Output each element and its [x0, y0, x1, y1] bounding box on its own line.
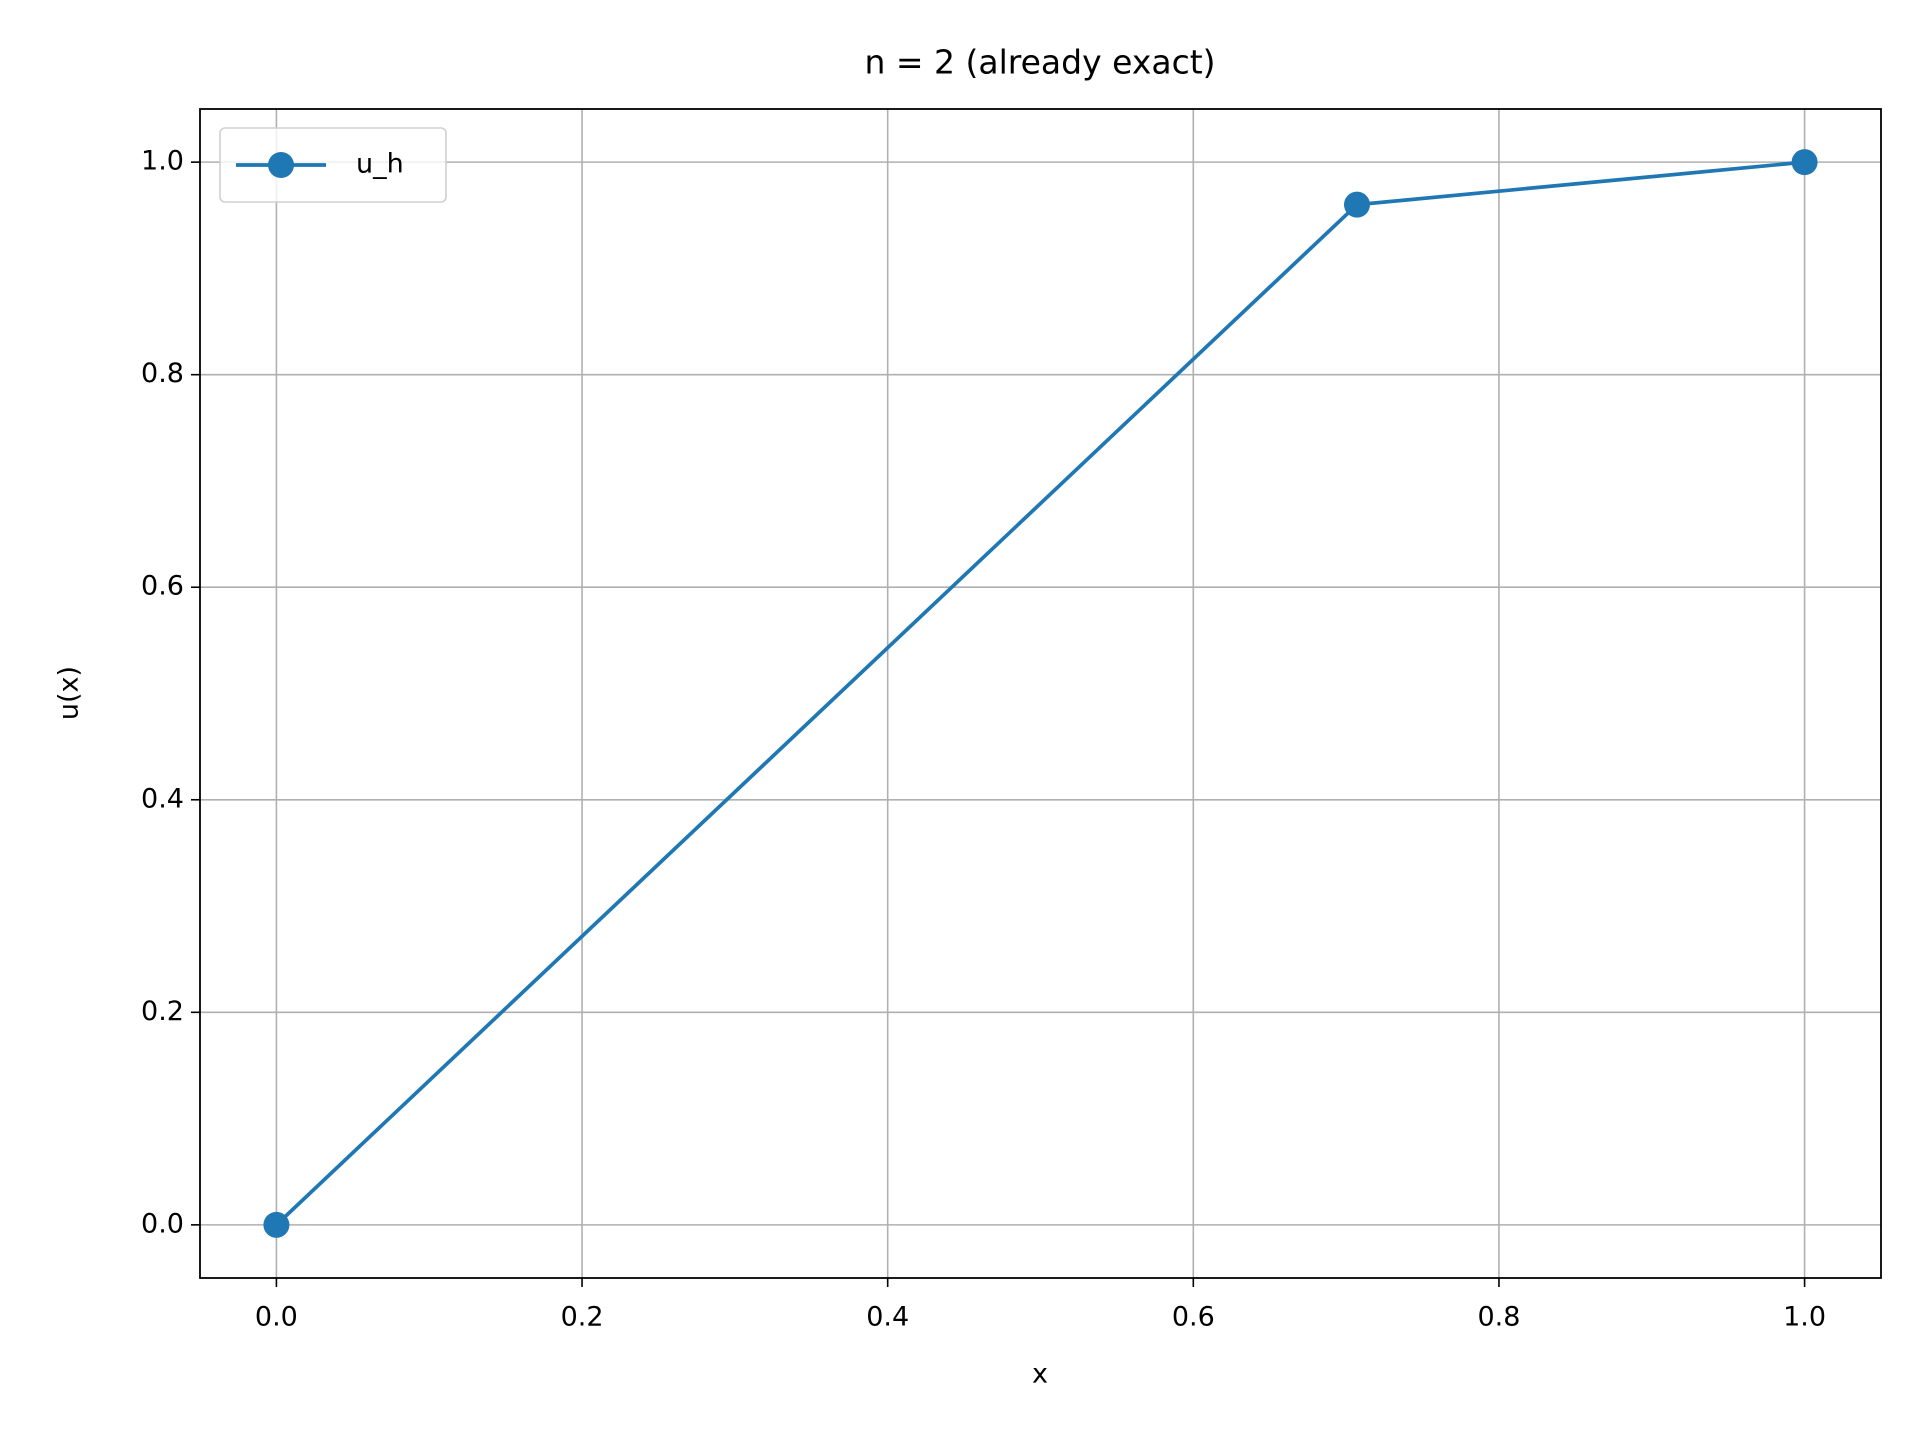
x-tick-label: 0.8: [1477, 1302, 1520, 1333]
x-axis-label: x: [1032, 1359, 1048, 1390]
x-tick-label: 0.6: [1172, 1302, 1215, 1333]
data-point: [263, 1211, 290, 1238]
y-axis-label: u(x): [54, 666, 85, 720]
y-tick-label: 0.2: [141, 996, 184, 1027]
legend-marker: [268, 152, 294, 178]
x-tick-label: 0.0: [255, 1302, 298, 1333]
data-point: [1791, 149, 1818, 176]
y-tick-label: 0.0: [141, 1208, 184, 1239]
y-tick-label: 0.6: [141, 571, 184, 602]
y-tick-label: 0.4: [141, 783, 184, 814]
legend: u_h: [219, 127, 447, 203]
x-tick-label: 0.2: [561, 1302, 604, 1333]
legend-box: [219, 127, 447, 203]
plot-frame: [199, 108, 1882, 1279]
x-tick-label: 0.4: [866, 1302, 909, 1333]
x-tick-label: 1.0: [1783, 1302, 1826, 1333]
chart-title: n = 2 (already exact): [864, 43, 1215, 82]
legend-label: u_h: [356, 149, 404, 180]
data-point: [1343, 191, 1370, 218]
y-tick-label: 1.0: [141, 146, 184, 177]
y-tick-label: 0.8: [141, 358, 184, 389]
